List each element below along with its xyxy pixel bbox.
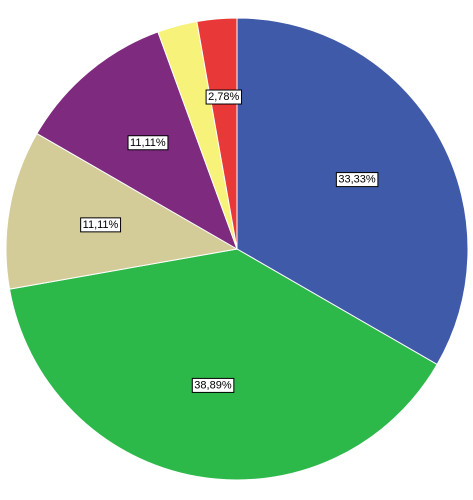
slice-label: 11,11% xyxy=(83,219,119,231)
label-box xyxy=(335,172,379,188)
slice-label: 38,89% xyxy=(194,379,232,391)
label-box xyxy=(127,135,169,151)
label-box xyxy=(191,377,235,393)
pie-slice xyxy=(5,132,239,290)
slice-label: 11,11% xyxy=(130,137,166,149)
pie-slice xyxy=(236,17,469,366)
slice-label: 33,33% xyxy=(338,174,376,186)
pie-slice xyxy=(196,17,238,250)
label-box xyxy=(205,89,243,105)
slice-label: 2,78% xyxy=(208,91,239,103)
pie-slice xyxy=(8,248,438,481)
label-box xyxy=(80,217,122,233)
